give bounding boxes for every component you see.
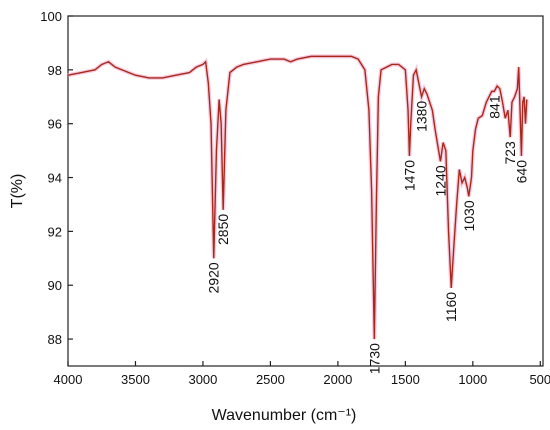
peak-label: 1730 <box>366 343 382 374</box>
x-tick-label: 1000 <box>458 372 487 387</box>
peak-label: 1240 <box>432 165 448 196</box>
x-tick-label: 4000 <box>54 372 83 387</box>
peak-label: 1030 <box>461 200 477 231</box>
y-tick-label: 100 <box>40 9 62 24</box>
x-tick-label: 500 <box>529 372 550 387</box>
y-axis-label: T(%) <box>9 174 26 209</box>
y-tick-label: 96 <box>48 117 62 132</box>
peak-label: 2920 <box>206 262 222 293</box>
x-axis-label: Wavenumber (cm⁻¹) <box>212 407 357 424</box>
peak-label: 2850 <box>215 214 231 245</box>
x-tick-label: 2500 <box>256 372 285 387</box>
y-tick-label: 92 <box>48 224 62 239</box>
peak-label: 640 <box>513 160 529 184</box>
peak-label: 1380 <box>414 101 430 132</box>
peak-label: 723 <box>502 141 518 165</box>
y-tick-label: 90 <box>48 278 62 293</box>
x-tick-label: 2000 <box>323 372 352 387</box>
y-tick-label: 98 <box>48 63 62 78</box>
y-tick-label: 94 <box>48 171 62 186</box>
plot-frame <box>67 15 544 367</box>
x-tick-label: 3500 <box>121 372 150 387</box>
spectrum-line <box>67 55 528 340</box>
y-tick-label: 88 <box>48 332 62 347</box>
peak-label: 1470 <box>401 160 417 191</box>
peak-label: 841 <box>486 95 502 119</box>
peak-label: 1160 <box>443 292 459 322</box>
x-tick-label: 1500 <box>391 372 420 387</box>
x-tick-label: 3000 <box>188 372 217 387</box>
